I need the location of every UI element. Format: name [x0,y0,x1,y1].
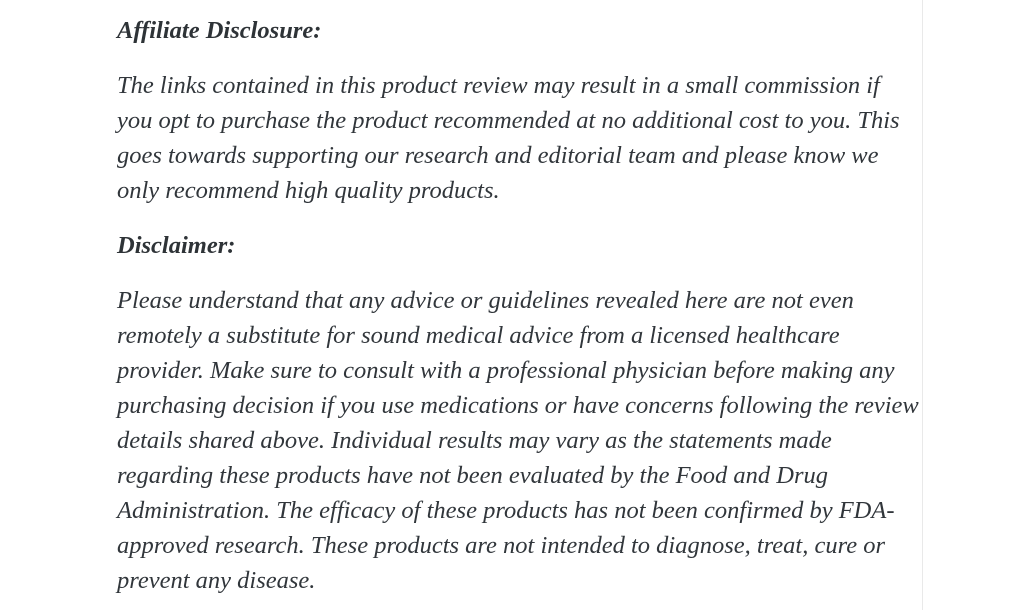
text-line: only recommend high quality products. [117,177,500,204]
text-line: Administration. The efficacy of these pr… [117,497,895,524]
text-line: goes towards supporting our research and… [117,142,879,169]
text-line: provider. Make sure to consult with a pr… [117,357,895,384]
text-line: purchasing decision if you use medicatio… [117,392,919,419]
disclaimer-heading: Disclaimer: [117,232,236,259]
text-line: you opt to purchase the product recommen… [117,107,900,134]
content-right-border [922,0,923,610]
article-body: Affiliate Disclosure: The links containe… [117,13,923,610]
affiliate-disclosure-paragraph: The links contained in this product revi… [117,68,923,208]
text-line: details shared above. Individual results… [117,427,832,454]
disclaimer-paragraph: Please understand that any advice or gui… [117,283,923,598]
text-line: remotely a substitute for sound medical … [117,322,840,349]
text-line: The links contained in this product revi… [117,72,880,99]
text-line: Please understand that any advice or gui… [117,287,854,314]
affiliate-disclosure-heading: Affiliate Disclosure: [117,17,322,44]
text-line: prevent any disease. [117,567,316,594]
text-line: regarding these products have not been e… [117,462,829,489]
text-line: approved research. These products are no… [117,532,885,559]
